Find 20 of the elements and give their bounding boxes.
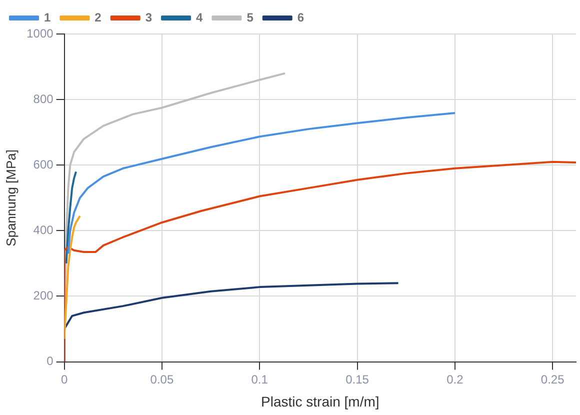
legend-label: 6 (297, 10, 304, 24)
y-tick-label: 200 (33, 288, 54, 303)
legend-label: 5 (246, 10, 254, 24)
y-tick-label: 1000 (26, 26, 54, 40)
y-tick-label: 0 (46, 354, 54, 368)
x-tick-label: 0.15 (346, 372, 370, 386)
x-tick-label: 0.1 (251, 372, 268, 386)
x-axis-title: Plastic strain [m/m] (261, 393, 380, 410)
y-tick-label: 400 (33, 222, 54, 237)
legend-label: 4 (196, 10, 204, 24)
y-tick-label: 600 (33, 157, 54, 172)
y-axis-title: Spannung [MPa] (3, 149, 18, 246)
legend-label: 1 (44, 10, 51, 24)
legend-label: 3 (145, 10, 152, 24)
x-tick-label: 0.2 (446, 372, 464, 386)
x-tick-label: 0.25 (540, 372, 565, 386)
legend-label: 2 (94, 10, 102, 24)
y-tick-label: 800 (33, 92, 54, 106)
x-tick-label: 0 (60, 372, 68, 386)
x-tick-label: 0.05 (150, 372, 174, 386)
